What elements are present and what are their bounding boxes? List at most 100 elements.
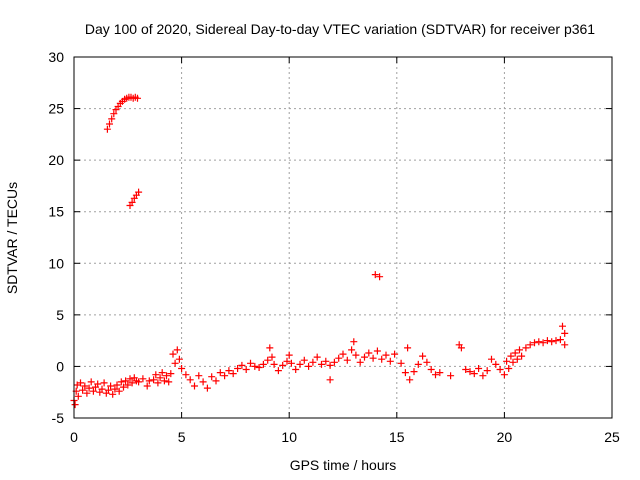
data-point — [135, 188, 143, 196]
data-point — [77, 379, 84, 387]
data-point — [154, 379, 162, 387]
data-point — [79, 386, 87, 394]
data-point — [255, 364, 263, 371]
data-point — [156, 374, 164, 382]
data-point — [103, 125, 111, 133]
data-point — [391, 350, 399, 358]
data-point — [108, 115, 116, 123]
data-point — [264, 356, 272, 364]
data-point — [234, 365, 242, 372]
data-point — [548, 338, 556, 346]
data-point — [531, 339, 538, 347]
chart-title: Day 100 of 2020, Sidereal Day-to-day VTE… — [85, 21, 595, 37]
data-point — [361, 353, 368, 361]
data-point — [397, 359, 405, 367]
data-point — [100, 379, 108, 387]
plot-frame — [73, 56, 613, 419]
data-point — [526, 341, 534, 349]
data-point — [466, 368, 474, 376]
y-tick-label: 30 — [48, 49, 64, 65]
data-point — [163, 372, 170, 380]
data-point — [326, 376, 334, 384]
data-point — [386, 357, 394, 365]
y-tick-label: 20 — [48, 152, 64, 168]
data-point — [178, 365, 186, 372]
data-point — [516, 346, 523, 354]
y-tick-label: 0 — [56, 358, 64, 374]
data-point — [134, 94, 141, 102]
data-point — [343, 356, 351, 364]
data-point — [128, 198, 136, 206]
data-point — [423, 358, 431, 366]
data-point — [71, 401, 79, 409]
data-point — [410, 368, 418, 376]
data-point — [318, 360, 325, 368]
data-point — [158, 369, 166, 377]
data-point — [479, 372, 487, 380]
data-point — [274, 367, 282, 375]
data-point — [373, 347, 381, 355]
data-point — [106, 120, 113, 128]
data-point — [404, 344, 412, 352]
data-point — [401, 369, 409, 377]
data-point — [143, 382, 151, 390]
data-point — [191, 382, 198, 390]
data-point — [356, 358, 364, 366]
data-point — [135, 378, 143, 386]
data-point — [169, 350, 177, 358]
data-point — [539, 339, 547, 347]
data-point — [309, 358, 317, 366]
data-point — [208, 373, 216, 381]
data-point — [326, 361, 334, 369]
data-points — [70, 93, 569, 409]
data-point — [87, 378, 95, 386]
data-point — [292, 366, 300, 373]
data-point — [111, 385, 119, 393]
data-point — [447, 372, 455, 380]
data-point — [104, 386, 112, 394]
data-point — [313, 353, 321, 361]
data-point — [229, 370, 237, 378]
x-tick-label: 20 — [497, 429, 513, 445]
data-point — [221, 372, 229, 380]
x-tick-label: 0 — [70, 429, 78, 445]
data-point — [462, 366, 470, 373]
data-point — [352, 351, 360, 359]
data-point — [195, 372, 203, 380]
data-point — [503, 357, 511, 365]
data-point — [115, 387, 123, 395]
data-point — [199, 378, 207, 386]
data-point — [83, 389, 91, 397]
y-tick-label: 25 — [48, 101, 64, 117]
data-point — [120, 383, 127, 391]
data-point — [247, 359, 254, 367]
data-point — [496, 366, 504, 373]
data-point — [225, 367, 233, 375]
data-point — [268, 353, 276, 361]
x-tick-label: 10 — [281, 429, 297, 445]
x-tick-label: 5 — [178, 429, 186, 445]
data-point — [85, 384, 93, 392]
data-point — [500, 371, 508, 379]
data-point — [89, 387, 97, 395]
data-point — [348, 346, 356, 354]
data-point — [339, 350, 347, 358]
data-point — [203, 384, 211, 392]
axis-ticks — [73, 56, 613, 419]
data-point — [283, 357, 291, 365]
data-point — [406, 376, 414, 384]
data-point — [365, 349, 373, 357]
data-point — [94, 380, 102, 388]
data-point — [414, 360, 422, 368]
data-point — [171, 359, 179, 367]
data-point — [98, 385, 106, 393]
data-point — [186, 376, 194, 384]
data-point — [483, 367, 491, 375]
data-point — [371, 271, 379, 279]
data-point — [242, 366, 250, 373]
data-point — [128, 379, 136, 387]
data-point — [513, 355, 521, 363]
data-point — [300, 356, 308, 364]
x-tick-label: 25 — [604, 429, 620, 445]
data-point — [139, 375, 147, 383]
